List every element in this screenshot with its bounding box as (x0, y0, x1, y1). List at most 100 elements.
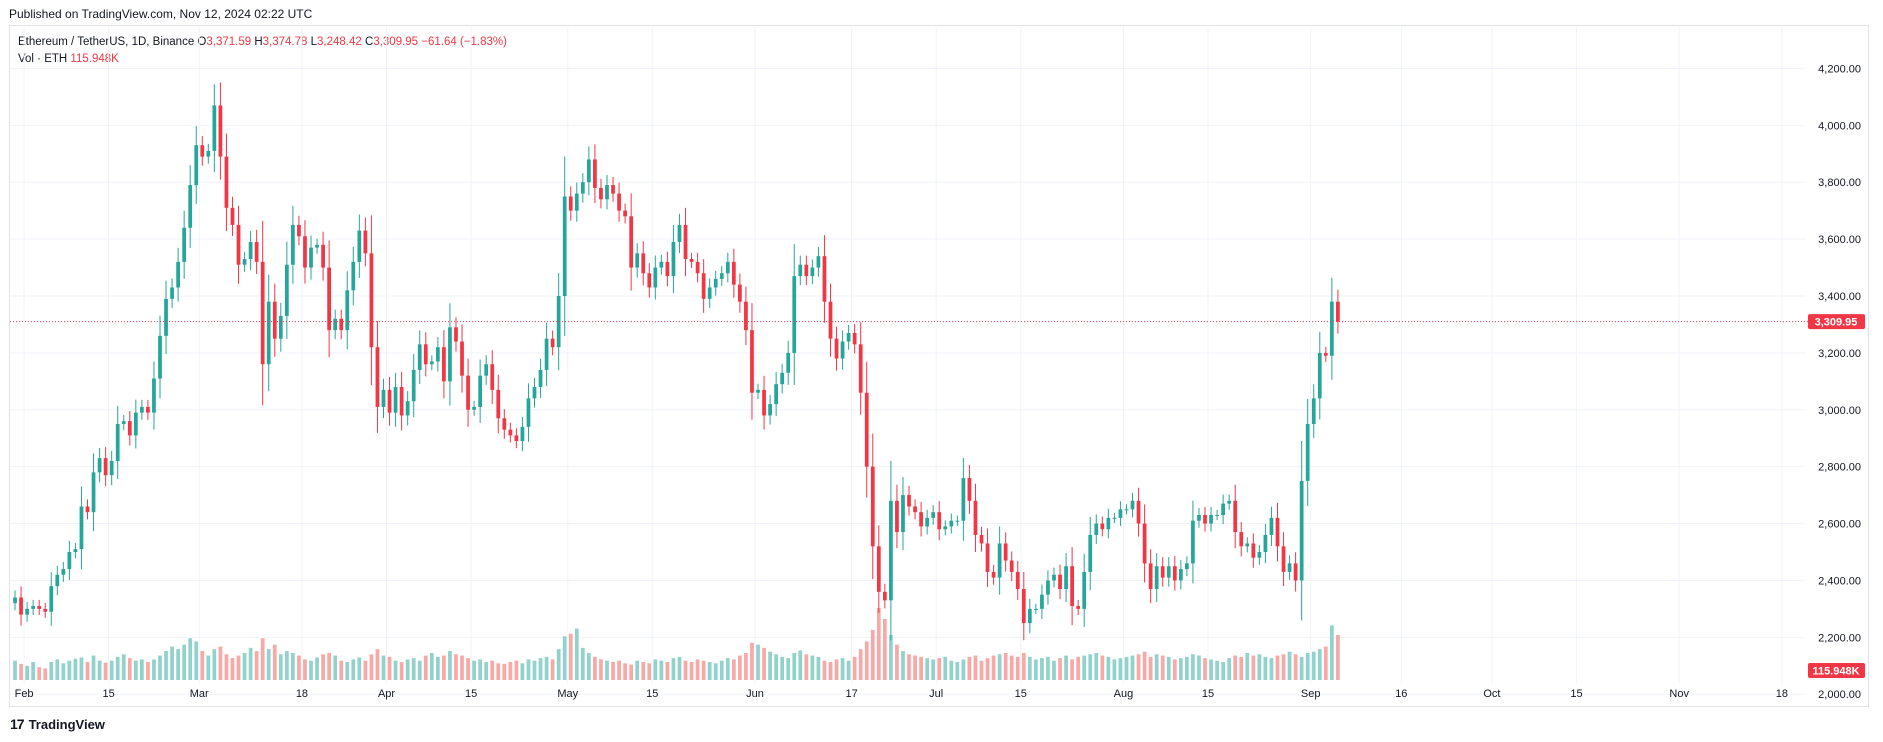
volume-bar (1329, 625, 1334, 680)
candle-body (1281, 546, 1286, 572)
volume-bar (508, 662, 513, 680)
volume-bar (1251, 655, 1256, 680)
candle-body (1015, 571, 1020, 589)
volume-bar (67, 660, 72, 680)
candle-body (194, 145, 199, 186)
candle-body (810, 267, 815, 277)
volume-bar (55, 659, 60, 680)
candle-body (55, 574, 60, 587)
symbol-label[interactable]: Ethereum / TetherUS, 1D, Binance (18, 36, 195, 48)
candle-body (303, 236, 307, 268)
candle-body (617, 193, 621, 211)
volume-bar (913, 655, 917, 680)
volume-bar (405, 659, 410, 680)
volume-bar (641, 662, 646, 680)
candle-body (605, 185, 609, 200)
volume-bar (671, 658, 676, 680)
volume-bar (472, 660, 476, 680)
volume-bar (37, 667, 42, 680)
volume-bar (1033, 659, 1038, 680)
candle-body (284, 264, 289, 316)
volume-bar (768, 651, 772, 680)
volume-bar (683, 660, 688, 680)
candle-body (725, 261, 730, 274)
price-axis: 4,200.00 4,000.00 3,800.00 3,600.00 3,400.00… (1818, 63, 1861, 701)
footer-brand[interactable]: 17 TradingView (10, 716, 105, 732)
candle-body (351, 261, 356, 291)
candle-body (1269, 517, 1274, 535)
volume-bar (804, 654, 809, 680)
time-tick-label: Jul (929, 688, 943, 700)
volume-bar (1130, 655, 1135, 680)
candle-body (429, 361, 434, 365)
candle-body (659, 261, 664, 268)
volume-bar (254, 651, 259, 680)
candle-body (623, 210, 627, 217)
volume-bar (1257, 654, 1262, 680)
volume-bar (152, 659, 156, 680)
candle-body (1106, 517, 1111, 530)
candle-body (333, 318, 338, 331)
candle-body (997, 543, 1002, 578)
volume-label[interactable]: Vol · ETH (18, 53, 68, 65)
candle-body (327, 267, 332, 331)
volume-bar (1311, 651, 1316, 680)
volume-bar (496, 663, 501, 680)
candle-body (369, 253, 374, 348)
volume-bar (1305, 653, 1310, 680)
candle-body (1209, 515, 1213, 524)
candle-body (1227, 500, 1232, 504)
candle-body (1088, 534, 1093, 572)
volume-bar (786, 658, 791, 680)
volume-bar (731, 659, 736, 680)
volume-bar (1100, 655, 1105, 680)
volume-bar (973, 655, 978, 680)
candle-body (822, 256, 827, 302)
price-tick-label: 3,400.00 (1818, 291, 1861, 303)
low-label: L (310, 36, 318, 48)
volume-bar (623, 663, 627, 680)
candle-body (139, 406, 144, 413)
change-value: −61.64 (−1.83%) (421, 36, 507, 48)
close-value: 3,309.95 (373, 36, 419, 48)
volume-bar (321, 654, 325, 680)
volume-bar (1317, 649, 1322, 680)
volume-bar (1112, 659, 1117, 680)
volume-bar (1082, 655, 1087, 680)
candle-body (1076, 606, 1081, 609)
volume-bar (520, 663, 525, 680)
volume-bar (1142, 651, 1147, 680)
candle-body (212, 105, 217, 151)
candle-body (683, 224, 688, 260)
volume-bar (43, 668, 48, 680)
candle-body (1052, 574, 1056, 581)
candle-body (1293, 563, 1298, 581)
volume-bar (762, 647, 766, 680)
volume-bar (1070, 659, 1074, 680)
candle-body (1191, 520, 1195, 564)
published-caption: Published on TradingView.com, Nov 12, 20… (9, 7, 313, 21)
candle-body (133, 412, 138, 436)
candle-body (991, 571, 996, 578)
candle-body (1112, 517, 1117, 519)
candle-body (230, 207, 235, 225)
candle-body (550, 338, 555, 348)
candle-body (1336, 301, 1340, 322)
volume-bar (544, 656, 549, 680)
volume-badge-bg (1808, 663, 1865, 678)
volume-bar (121, 654, 126, 680)
volume-bar (750, 642, 754, 680)
candle-body (695, 261, 700, 274)
candle-body (435, 347, 440, 362)
volume-bar (194, 641, 199, 680)
candle-body (1263, 534, 1268, 552)
candle-body (321, 244, 325, 268)
volume-bar (454, 654, 458, 680)
candle-body (925, 517, 930, 527)
candle-body (1136, 500, 1141, 524)
candle-body (1305, 424, 1310, 481)
candle-body (858, 344, 863, 393)
volume-bar (1015, 656, 1020, 680)
candle-body (67, 552, 72, 570)
